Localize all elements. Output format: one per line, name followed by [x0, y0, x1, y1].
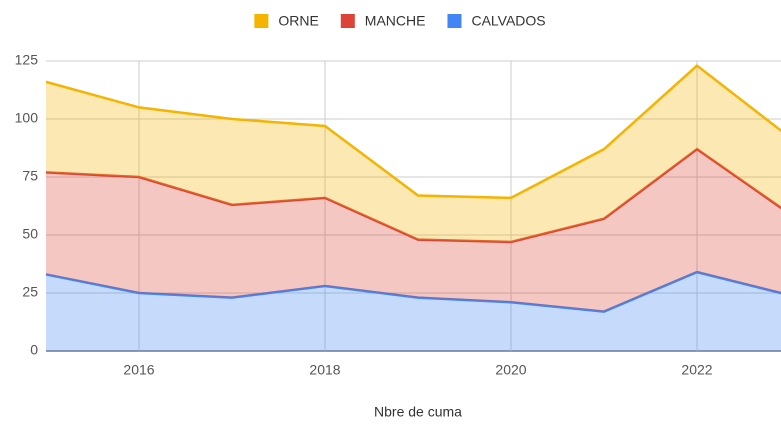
y-tick-label: 0 — [30, 342, 38, 358]
x-tick-label: 2022 — [681, 362, 712, 378]
x-tick-label: 2020 — [495, 362, 526, 378]
x-tick-label: 2018 — [309, 362, 340, 378]
y-tick-label: 125 — [15, 52, 39, 68]
legend-label: CALVADOS — [471, 13, 545, 29]
y-tick-label: 50 — [22, 226, 38, 242]
area — [46, 272, 781, 351]
area — [46, 65, 781, 242]
y-tick-label: 100 — [15, 110, 39, 126]
x-tick-label: 2016 — [123, 362, 154, 378]
line — [45, 270, 781, 313]
legend-label: MANCHE — [365, 13, 426, 29]
y-tick-label: 75 — [22, 168, 38, 184]
legend-swatch — [447, 14, 462, 28]
line — [45, 64, 781, 200]
area — [46, 149, 781, 312]
x-axis-label: Nbre de cuma — [374, 404, 462, 420]
legend: ORNE MANCHE CALVADOS — [254, 13, 546, 29]
legend-label: ORNE — [278, 13, 318, 29]
legend-swatch — [254, 14, 269, 28]
legend-swatch — [340, 14, 355, 28]
line — [45, 147, 781, 244]
y-tick-label: 25 — [22, 284, 38, 300]
